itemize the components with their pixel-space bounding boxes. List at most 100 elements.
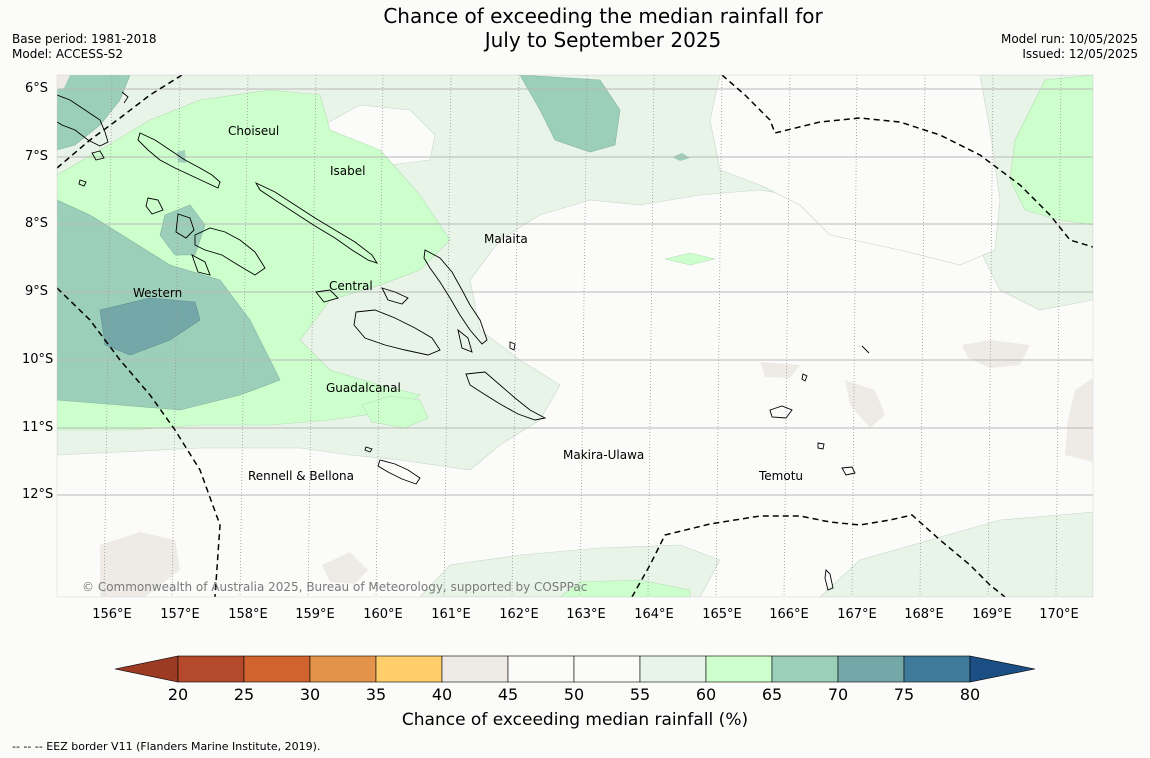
lon-label: 167°E <box>837 607 877 622</box>
region-label-choiseul: Choiseul <box>228 124 280 138</box>
colorbar-tick: 50 <box>563 685 585 704</box>
lat-label: 9°S <box>24 284 48 299</box>
title-line-2: July to September 2025 <box>484 28 722 52</box>
new-georgia-island <box>175 213 195 239</box>
zone-40-45-f <box>322 552 368 584</box>
base-period: Base period: 1981-2018 <box>12 32 157 46</box>
colorbar-tick: 40 <box>431 685 453 704</box>
colorbar-tick: 60 <box>695 685 717 704</box>
shortland-islands <box>91 150 105 161</box>
model-run: Model run: 10/05/2025 <box>1000 32 1138 46</box>
region-label-guadalcanal: Guadalcanal <box>326 381 401 395</box>
colorbar-label: Chance of exceeding median rainfall (%) <box>401 710 749 730</box>
colorbar-segment <box>639 655 707 683</box>
vanikoro-island <box>841 466 856 476</box>
lon-label: 157°E <box>160 607 200 622</box>
colorbar-tick: 70 <box>827 685 849 704</box>
zone-40-45-b <box>962 340 1030 368</box>
treasury-islands <box>78 179 87 187</box>
zone-50-55-east <box>709 75 1001 266</box>
lat-label: 12°S <box>22 487 54 502</box>
colorbar-segment <box>507 655 575 683</box>
issue-info: Model run: 10/05/2025 Issued: 12/05/2025 <box>1001 32 1138 62</box>
colorbar-tick: 30 <box>299 685 321 704</box>
map-frame <box>56 74 1094 598</box>
choiseul-island <box>137 132 221 189</box>
lon-label: 169°E <box>972 607 1012 622</box>
lon-label: 164°E <box>634 607 674 622</box>
nendo-island <box>769 405 793 419</box>
lon-label: 158°E <box>228 607 268 622</box>
colorbar-segment <box>771 655 839 683</box>
small-malaita-island <box>457 328 473 353</box>
lat-label: 7°S <box>24 149 48 164</box>
rennell-island <box>377 459 421 485</box>
lon-label: 160°E <box>363 607 403 622</box>
colorbar-segment <box>573 655 641 683</box>
zone-40-45-g <box>57 75 70 90</box>
colorbar-segment <box>837 655 905 683</box>
zone-60-65-south <box>559 579 691 597</box>
probability-field <box>57 75 1093 597</box>
zone-60-65-east <box>1009 75 1093 226</box>
lat-label: 8°S <box>24 216 48 231</box>
zone-40-45-c <box>845 380 885 428</box>
zone-40-45-a <box>760 362 800 378</box>
region-label-rennell-bellona: Rennell & Bellona <box>248 469 355 483</box>
ontong-java <box>121 91 129 104</box>
graticule-latitude <box>57 88 1093 496</box>
duff-islands <box>861 345 870 354</box>
region-label-temotu: Temotu <box>759 469 804 483</box>
ulawa-island <box>509 341 516 351</box>
new-georgia-group <box>194 227 266 276</box>
lon-label: 166°E <box>769 607 809 622</box>
colorbar-tick: 45 <box>497 685 519 704</box>
region-label-western: Western <box>133 286 183 300</box>
colorbar-segment <box>705 655 773 683</box>
eez-legend-note: -- -- -- EEZ border V11 (Flanders Marine… <box>12 740 321 753</box>
map-title: Chance of exceeding the median rainfall … <box>0 4 1150 52</box>
zone-40-45-e <box>100 532 180 597</box>
colorbar-segment <box>375 655 443 683</box>
colorbar-segment <box>177 655 245 683</box>
colorbar-segment <box>441 655 509 683</box>
colorbar-tick: 75 <box>893 685 915 704</box>
copyright-notice: © Commonwealth of Australia 2025, Bureau… <box>82 580 588 594</box>
region-label-isabel: Isabel <box>330 164 366 178</box>
lon-label: 163°E <box>566 607 606 622</box>
colorbar-tick: 80 <box>959 685 981 704</box>
colorbar-under-arrow <box>114 655 179 683</box>
lon-label: 156°E <box>92 607 132 622</box>
colorbar-tick: 55 <box>629 685 651 704</box>
lon-label: 162°E <box>499 607 539 622</box>
malaita-island <box>423 249 488 345</box>
lat-label: 11°S <box>22 420 54 435</box>
lat-label: 10°S <box>22 352 54 367</box>
colorbar-tick: 20 <box>167 685 189 704</box>
lat-label: 6°S <box>24 81 48 96</box>
zone-65-70-north <box>519 75 621 153</box>
tikopia-anuta <box>824 569 834 591</box>
lon-label: 165°E <box>702 607 742 622</box>
colorbar-segment <box>903 655 971 683</box>
colorbar-tick: 65 <box>761 685 783 704</box>
colorbar-over-arrow <box>969 655 1036 683</box>
bougainville-island <box>57 94 109 147</box>
colorbar <box>114 655 1036 683</box>
colorbar-tick: 35 <box>365 685 387 704</box>
coastlines <box>57 91 870 591</box>
model-info: Base period: 1981-2018 Model: ACCESS-S2 <box>12 32 157 62</box>
lon-label: 168°E <box>904 607 944 622</box>
lon-label: 159°E <box>295 607 335 622</box>
graticule-longitude <box>103 75 1062 597</box>
vella-lavella-island <box>145 197 164 215</box>
region-label-malaita: Malaita <box>484 232 528 246</box>
zone-40-45-d <box>1065 378 1093 462</box>
guadalcanal-island <box>353 309 441 356</box>
colorbar-tick: 25 <box>233 685 255 704</box>
bellona-island <box>364 446 373 453</box>
isabel-island <box>254 181 379 264</box>
lon-label: 170°E <box>1039 607 1079 622</box>
title-line-1: Chance of exceeding the median rainfall … <box>383 4 823 28</box>
